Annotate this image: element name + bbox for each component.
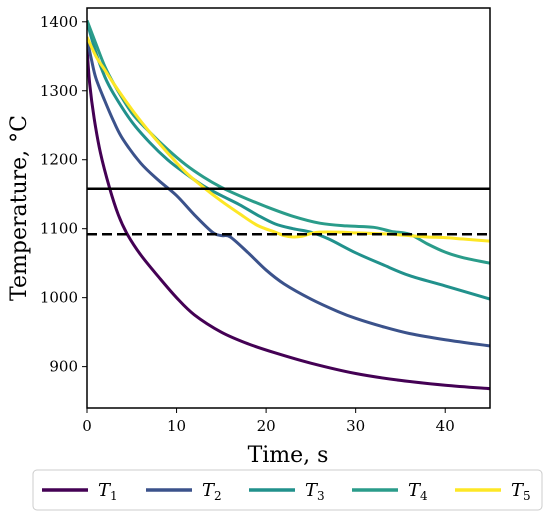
x-tick-label: 20 <box>257 417 276 435</box>
x-tick-label: 10 <box>167 417 186 435</box>
series-layer <box>87 19 490 391</box>
x-tick-label: 30 <box>346 417 365 435</box>
y-tick-label: 1100 <box>40 220 78 238</box>
series-line-t1 <box>87 47 490 391</box>
series-line-t2 <box>87 38 490 348</box>
y-tick-label: 1400 <box>40 13 78 31</box>
y-tick-label: 900 <box>49 358 78 376</box>
plot-frame <box>86 7 491 409</box>
reference-lines <box>87 187 490 236</box>
x-tick-label: 40 <box>436 417 455 435</box>
y-axis-ticks: 900 1000 1100 1200 1300 1400 <box>40 13 87 376</box>
x-axis-ticks: 0 10 20 30 40 <box>82 408 455 435</box>
legend: T1 T2 T3 T4 T5 <box>32 469 543 511</box>
y-tick-label: 1300 <box>40 82 78 100</box>
series-line-t3 <box>87 21 490 301</box>
y-axis-label: Temperature, °C <box>7 115 32 301</box>
x-tick-label: 0 <box>82 417 92 435</box>
y-tick-label: 1200 <box>40 151 78 169</box>
x-axis-label: Time, s <box>248 443 329 468</box>
y-tick-label: 1000 <box>40 289 78 307</box>
